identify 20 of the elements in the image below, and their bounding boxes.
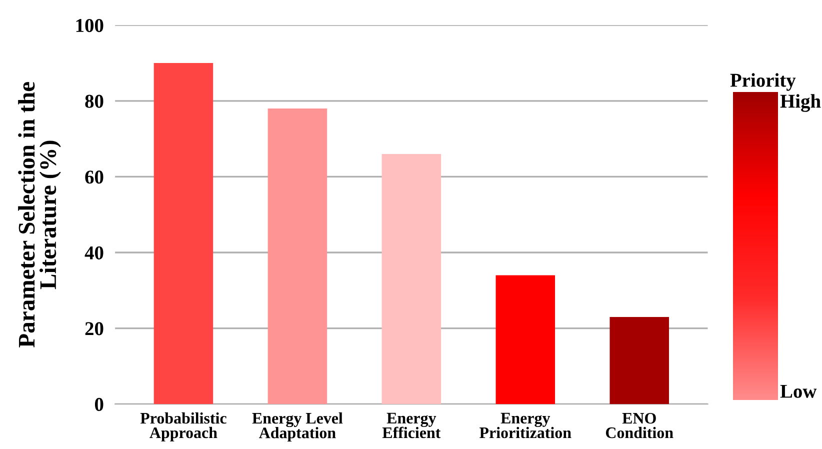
bar: [268, 108, 328, 404]
bar: [610, 316, 669, 404]
y-tick-label: 20: [85, 322, 104, 336]
y-tick-label: 80: [85, 94, 104, 108]
y-tick-label: 60: [85, 170, 104, 184]
text: Priority: [730, 73, 796, 91]
bar: [382, 154, 442, 404]
x-tick-label: Energy Efficient: [382, 412, 441, 438]
y-axis-title: Parameter Selection in the Literature (%): [18, 82, 61, 348]
bar: [154, 63, 214, 404]
x-tick-label: ENO Condition: [606, 412, 674, 438]
x-tick-label: Probabilistic Approach: [140, 412, 226, 442]
y-tick-label: 0: [94, 398, 104, 412]
text: Low: [780, 384, 817, 398]
x-tick-label: Energy Level Adaptation: [252, 412, 343, 442]
x-tick-label: Energy Prioritization: [480, 412, 572, 438]
text: High: [780, 94, 821, 112]
bar: [496, 275, 556, 404]
y-tick-label: 40: [84, 246, 104, 260]
y-tick-label: 100: [76, 18, 104, 32]
